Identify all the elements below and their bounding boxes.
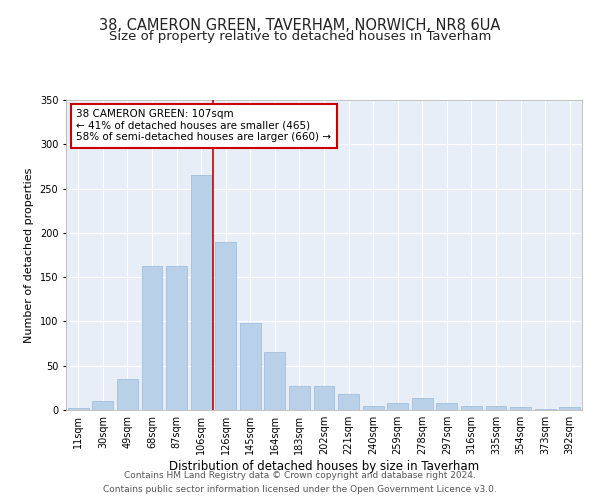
Bar — [535, 409, 556, 410]
Bar — [92, 401, 113, 410]
Bar — [191, 176, 212, 410]
Bar — [338, 394, 359, 410]
Bar — [117, 379, 138, 410]
Text: 38 CAMERON GREEN: 107sqm
← 41% of detached houses are smaller (465)
58% of semi-: 38 CAMERON GREEN: 107sqm ← 41% of detach… — [76, 110, 331, 142]
Bar — [485, 406, 506, 410]
Bar — [510, 408, 531, 410]
Bar — [68, 408, 89, 410]
Bar — [289, 386, 310, 410]
Bar — [412, 398, 433, 410]
Bar — [265, 352, 286, 410]
Bar — [362, 406, 383, 410]
Bar — [559, 408, 580, 410]
Bar — [387, 403, 408, 410]
Bar — [314, 386, 334, 410]
Text: 38, CAMERON GREEN, TAVERHAM, NORWICH, NR8 6UA: 38, CAMERON GREEN, TAVERHAM, NORWICH, NR… — [100, 18, 500, 32]
Text: Size of property relative to detached houses in Taverham: Size of property relative to detached ho… — [109, 30, 491, 43]
Bar — [166, 266, 187, 410]
Bar — [436, 403, 457, 410]
Text: Contains HM Land Registry data © Crown copyright and database right 2024.: Contains HM Land Registry data © Crown c… — [124, 472, 476, 480]
X-axis label: Distribution of detached houses by size in Taverham: Distribution of detached houses by size … — [169, 460, 479, 473]
Text: Contains public sector information licensed under the Open Government Licence v3: Contains public sector information licen… — [103, 484, 497, 494]
Bar — [461, 406, 482, 410]
Bar — [215, 242, 236, 410]
Y-axis label: Number of detached properties: Number of detached properties — [24, 168, 34, 342]
Bar — [240, 323, 261, 410]
Bar — [142, 266, 163, 410]
